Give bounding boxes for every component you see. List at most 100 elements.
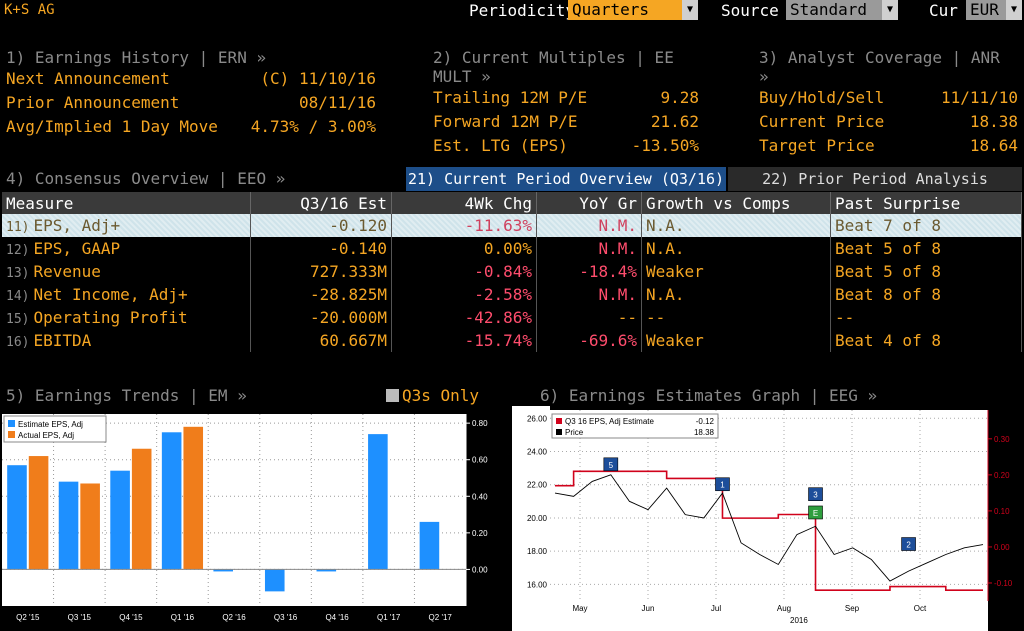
kv-row: Avg/Implied 1 Day Move 4.73% / 3.00% xyxy=(6,115,376,139)
event-marker-label: 5 xyxy=(609,461,614,470)
bar-actual xyxy=(80,483,100,570)
right-tick-label: 0.00 xyxy=(994,543,1010,552)
cell-measure: 16) EBITDA xyxy=(2,329,251,352)
measure-name[interactable]: EBITDA xyxy=(33,331,92,350)
cell-yoy: -18.4% xyxy=(536,260,642,283)
right-tick-label: 0.30 xyxy=(994,435,1010,444)
x-tick-label: Jul xyxy=(711,604,721,613)
event-marker[interactable] xyxy=(808,505,823,520)
left-tick-label: 24.00 xyxy=(527,448,548,457)
bar-estimate xyxy=(58,481,79,570)
bar-estimate xyxy=(7,465,27,570)
event-marker-label: 2 xyxy=(906,541,911,550)
event-marker-label: E xyxy=(813,509,818,518)
x-tick-label: Q3 '16 xyxy=(274,613,298,622)
cell-est: 727.333M xyxy=(250,260,392,283)
cell-yoy: -- xyxy=(536,306,642,329)
cell-comp: N.A. xyxy=(641,283,831,306)
periodicity-value[interactable]: Quarters xyxy=(568,0,682,20)
chart-legend: Estimate EPS, Adj Actual EPS, Adj xyxy=(3,415,107,443)
source-label: Source xyxy=(721,1,779,20)
event-marker[interactable] xyxy=(808,487,823,502)
left-tick-label: 26.00 xyxy=(527,414,548,423)
kv-value: (C) 11/10/16 xyxy=(260,69,376,88)
kv-label: Prior Announcement xyxy=(6,93,180,112)
left-tick-label: 18.00 xyxy=(527,547,548,556)
kv-row: Buy/Hold/Sell 11/11/10 xyxy=(759,86,1018,110)
x-tick-label: Q2 '15 xyxy=(16,613,40,622)
kv-value: 18.38 xyxy=(969,112,1018,131)
chevron-down-icon[interactable]: ▼ xyxy=(1006,0,1022,20)
x-tick-label: Q1 '16 xyxy=(171,613,195,622)
kv-row: Target Price 18.64 xyxy=(759,134,1018,158)
earnings-estimates-chart: 16.00 18.00 20.00 22.00 24.00 26.00 -0.10 0.00 0… xyxy=(512,406,1013,631)
y-tick-label: 0.60 xyxy=(472,456,488,465)
event-marker[interactable] xyxy=(901,537,916,551)
cell-measure: 15) Operating Profit xyxy=(2,306,251,329)
measure-name[interactable]: EPS, GAAP xyxy=(33,239,121,258)
checkbox-icon[interactable] xyxy=(386,389,399,402)
event-marker[interactable] xyxy=(715,477,730,492)
measure-name[interactable]: Operating Profit xyxy=(33,308,188,327)
row-index: 16) xyxy=(6,335,30,350)
measure-name[interactable]: Revenue xyxy=(33,262,101,281)
table-row[interactable]: 13) Revenue 727.333M -0.84% -18.4% Weaker Beat… xyxy=(2,260,1022,283)
consensus-title[interactable]: 4) Consensus Overview | EEO » xyxy=(6,169,286,188)
table-row[interactable]: 12) EPS, GAAP -0.140 0.00% N.M. N.A. Beat 5 of… xyxy=(2,237,1022,260)
periodicity-select[interactable]: Quarters ▼ xyxy=(568,0,698,20)
row-index: 14) xyxy=(6,289,30,304)
col-4wk: 4Wk Chg xyxy=(391,192,537,214)
cell-chg: -2.58% xyxy=(391,283,537,306)
table-row[interactable]: 15) Operating Profit -20.000M -42.86% -- -- -- xyxy=(2,306,1022,329)
x-tick-label: Q4 '16 xyxy=(325,613,349,622)
chevron-down-icon[interactable]: ▼ xyxy=(682,0,698,20)
cell-surprise: Beat 8 of 8 xyxy=(830,283,1022,306)
tab-prior-period[interactable]: 22) Prior Period Analysis (Q2/16) xyxy=(728,167,1022,212)
bar-estimate xyxy=(264,569,285,592)
tab-current-period[interactable]: 21) Current Period Overview (Q3/16) xyxy=(406,167,726,191)
analyst-coverage-title[interactable]: 3) Analyst Coverage | ANR » xyxy=(759,48,1000,86)
earnings-history-title[interactable]: 1) Earnings History | ERN » xyxy=(6,48,267,67)
cell-chg: -0.84% xyxy=(391,260,537,283)
measure-name[interactable]: EPS, Adj+ xyxy=(33,216,121,235)
cell-yoy: -69.6% xyxy=(536,329,642,352)
cell-est: -0.120 xyxy=(250,214,392,237)
x-tick-label: Jun xyxy=(642,604,655,613)
row-index: 13) xyxy=(6,266,30,281)
currency-value[interactable]: EUR xyxy=(966,0,1006,20)
kv-label: Forward 12M P/E xyxy=(433,112,578,131)
legend-swatch xyxy=(556,418,562,424)
security-title: K+S AG xyxy=(4,2,55,18)
source-select[interactable]: Standard ▼ xyxy=(786,0,898,20)
table-row[interactable]: 16) EBITDA 60.667M -15.74% -69.6% Weaker Beat … xyxy=(2,329,1022,352)
table-row[interactable]: 14) Net Income, Adj+ -28.825M -2.58% N.M. N.A… xyxy=(2,283,1022,306)
bar-estimate xyxy=(368,434,388,570)
chevron-down-icon[interactable]: ▼ xyxy=(882,0,898,20)
legend-value: 18.38 xyxy=(694,428,715,437)
analyst-coverage-section: 3) Analyst Coverage | ANR » Buy/Hold/Sel… xyxy=(759,48,1018,158)
table-row[interactable]: 11) EPS, Adj+ -0.120 -11.63% N.M. N.A. Beat 7 … xyxy=(2,214,1022,237)
row-index: 12) xyxy=(6,243,30,258)
cell-comp: N.A. xyxy=(641,214,831,237)
q3s-only-toggle[interactable]: Q3s Only xyxy=(386,386,479,405)
cell-est: -0.140 xyxy=(250,237,392,260)
chart-legend: Q3 16 EPS, Adj Estimate -0.12 Price 18.38 xyxy=(551,413,719,439)
right-tick-label: 0.10 xyxy=(994,507,1010,516)
cell-measure: 13) Revenue xyxy=(2,260,251,283)
source-value[interactable]: Standard xyxy=(786,0,882,20)
legend-label: Q3 16 EPS, Adj Estimate xyxy=(565,417,654,426)
kv-label: Est. LTG (EPS) xyxy=(433,136,568,155)
kv-row: Prior Announcement 08/11/16 xyxy=(6,91,376,115)
measure-name[interactable]: Net Income, Adj+ xyxy=(33,285,188,304)
cell-measure: 12) EPS, GAAP xyxy=(2,237,251,260)
event-marker[interactable] xyxy=(603,457,619,472)
cell-surprise: Beat 5 of 8 xyxy=(830,237,1022,260)
cell-chg: -42.86% xyxy=(391,306,537,329)
current-multiples-title[interactable]: 2) Current Multiples | EE MULT » xyxy=(433,48,674,86)
currency-select[interactable]: EUR ▼ xyxy=(966,0,1022,20)
earnings-graph-title[interactable]: 6) Earnings Estimates Graph | EEG » xyxy=(540,386,878,405)
earnings-trends-title[interactable]: 5) Earnings Trends | EM » xyxy=(6,386,247,405)
cell-est: -20.000M xyxy=(250,306,392,329)
bar-estimate xyxy=(110,470,130,570)
cell-measure: 11) EPS, Adj+ xyxy=(2,214,251,237)
